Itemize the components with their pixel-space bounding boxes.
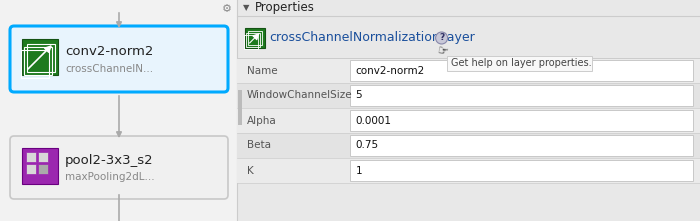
Bar (21, 50, 49, 78)
Text: conv2-norm2: conv2-norm2 (356, 65, 425, 76)
Text: crossChannelN...: crossChannelN... (65, 64, 153, 74)
Text: Get help on layer properties.: Get help on layer properties. (451, 59, 592, 69)
Bar (244, 35, 258, 49)
Bar (248, 31, 262, 45)
Text: ⚙: ⚙ (222, 4, 232, 14)
Bar (447, 56, 592, 71)
Text: pool2-3x3_s2: pool2-3x3_s2 (65, 154, 153, 167)
FancyBboxPatch shape (350, 135, 692, 156)
Bar (237, 133, 700, 158)
FancyBboxPatch shape (10, 136, 228, 199)
Bar (237, 83, 700, 108)
Bar (237, 90, 241, 125)
Bar (237, 158, 700, 183)
Bar (246, 33, 260, 47)
Bar (27, 44, 55, 72)
Text: crossChannelNormalizationLayer: crossChannelNormalizationLayer (270, 32, 475, 44)
FancyBboxPatch shape (350, 85, 692, 106)
Text: ☞: ☞ (436, 45, 449, 59)
Text: Beta: Beta (246, 141, 271, 151)
Bar (24, 47, 52, 75)
Circle shape (435, 32, 447, 44)
Text: Properties: Properties (255, 2, 314, 15)
FancyBboxPatch shape (350, 160, 692, 181)
Text: K: K (246, 166, 253, 175)
Text: 5: 5 (356, 91, 362, 101)
Text: maxPooling2dL...: maxPooling2dL... (65, 172, 155, 182)
Bar (26, 152, 36, 162)
Text: 0.0001: 0.0001 (356, 116, 391, 126)
Text: ▼: ▼ (243, 4, 249, 13)
FancyBboxPatch shape (350, 60, 692, 81)
Bar (22, 148, 58, 184)
Bar (237, 108, 700, 133)
Text: WindowChannelSize: WindowChannelSize (246, 91, 352, 101)
Bar (237, 0, 700, 221)
FancyBboxPatch shape (10, 26, 228, 92)
Bar (244, 28, 265, 48)
Bar (26, 164, 36, 174)
Bar (237, 58, 700, 83)
Bar (38, 152, 48, 162)
Text: 0.75: 0.75 (356, 141, 379, 151)
Text: Name: Name (246, 65, 277, 76)
Text: ?: ? (439, 34, 444, 42)
Text: conv2-norm2: conv2-norm2 (65, 45, 153, 58)
Bar (22, 39, 58, 75)
Bar (38, 164, 48, 174)
FancyBboxPatch shape (350, 110, 692, 131)
Bar (0, 0, 237, 221)
Text: 1: 1 (356, 166, 362, 175)
Text: Alpha: Alpha (246, 116, 276, 126)
